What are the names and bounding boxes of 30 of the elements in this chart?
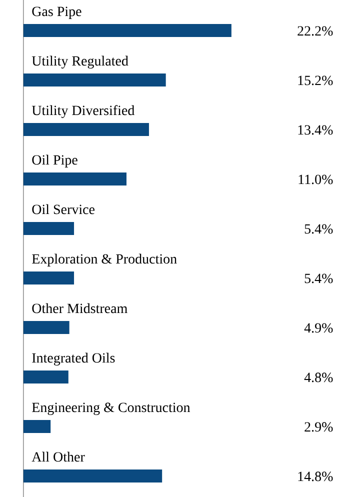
bar [23,470,162,482]
y-tick-label: Oil Service [32,204,95,214]
data-label: 5.4% [304,274,333,284]
bar [23,321,70,334]
data-label: 14.8% [298,472,333,482]
bar [23,24,232,38]
bar [23,370,68,384]
data-label: 13.4% [298,125,333,135]
y-tick-label: Other Midstream [32,303,128,314]
y-tick-label: Engineering & Construction [32,402,190,416]
bar [23,420,51,434]
data-label: 15.2% [298,76,333,86]
y-tick-label: All Other [32,452,85,462]
data-label: 5.4% [304,224,333,234]
data-label: 11.0% [298,174,333,184]
data-label: 22.2% [298,26,333,36]
bar [23,123,149,136]
y-tick-label: Utility Diversified [32,105,135,118]
bar [23,74,166,87]
bar [23,272,74,285]
y-tick-label: Gas Pipe [32,6,82,19]
y-tick-label: Integrated Oils [32,352,115,366]
data-label: 4.8% [304,372,333,382]
y-tick-label: Utility Regulated [32,56,128,69]
bar [23,222,74,236]
data-label: 4.9% [304,323,333,333]
y-tick-label: Oil Pipe [32,154,78,168]
y-tick-label: Exploration & Production [32,254,177,266]
data-label: 2.9% [304,422,333,432]
bar [23,172,126,186]
